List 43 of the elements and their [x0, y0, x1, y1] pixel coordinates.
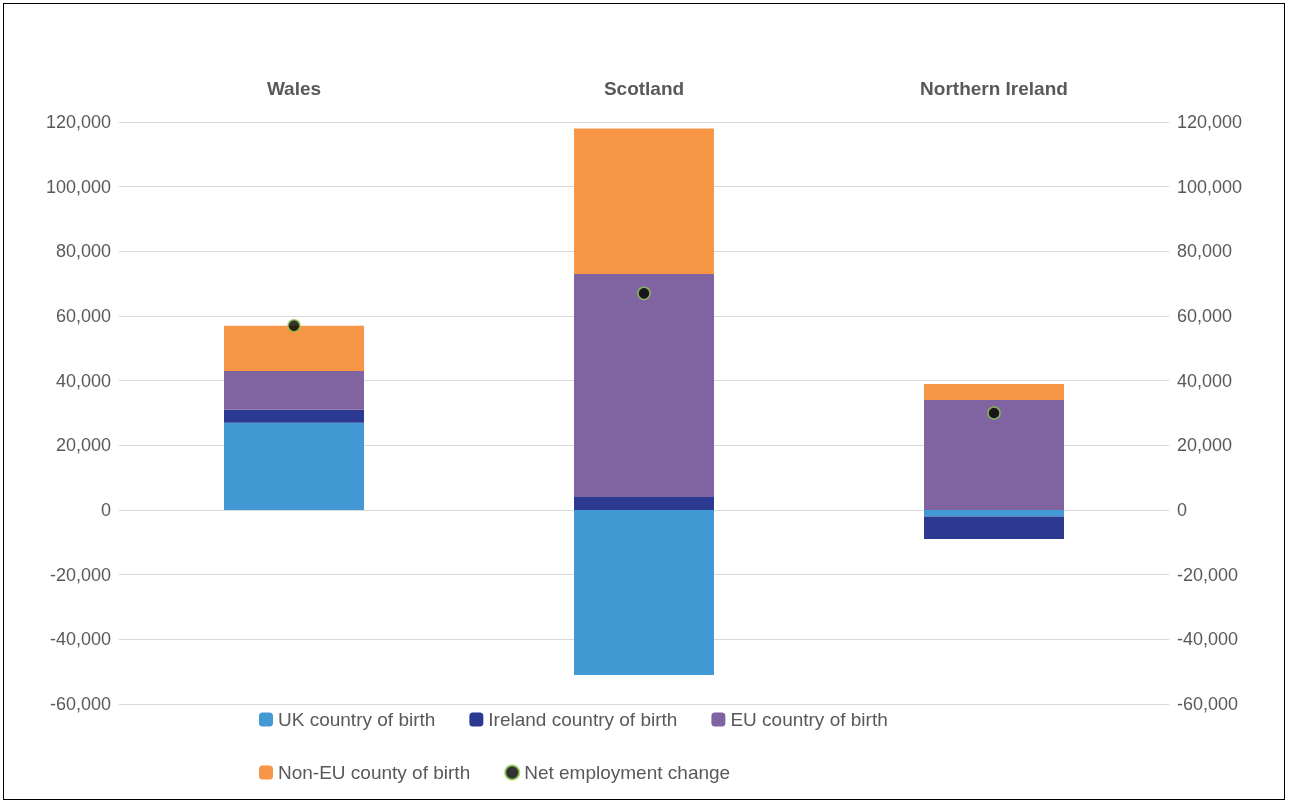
bar — [224, 370, 364, 410]
y-tick-label: 120,000 — [45, 112, 111, 132]
y-tick-label: -40,000 — [49, 629, 111, 650]
bar — [224, 325, 364, 371]
point — [987, 406, 1001, 420]
y2-tick-label: -60,000 — [1177, 694, 1239, 714]
bar — [574, 510, 714, 675]
y2-tick-label: 20,000 — [1177, 435, 1233, 456]
y2-tick-label: 60,000 — [1177, 306, 1233, 326]
y-tick-label: 60,000 — [55, 306, 111, 326]
bar — [224, 409, 364, 423]
bar — [574, 273, 714, 498]
y-tick-label: 0 — [100, 500, 111, 520]
legend-label: Net employment change — [524, 762, 731, 783]
bar — [924, 516, 1064, 540]
y2-tick-label: 120,000 — [1177, 112, 1243, 132]
y-tick-label: 100,000 — [45, 176, 111, 197]
y-tick-label: -20,000 — [49, 564, 111, 585]
bar — [224, 422, 364, 510]
y-tick-label: 40,000 — [55, 370, 111, 391]
point — [637, 286, 651, 301]
y2-tick-label: 40,000 — [1177, 370, 1233, 391]
bar — [574, 497, 714, 510]
bar — [924, 510, 1064, 517]
x-tick-label: Scotland — [603, 78, 685, 99]
point — [287, 318, 301, 333]
bar — [924, 383, 1064, 401]
legend-label: Non-EU county of birth — [278, 762, 471, 783]
bar — [574, 128, 714, 274]
x-tick-label: Northern Ireland — [920, 78, 1068, 99]
y2-tick-label: 80,000 — [1177, 241, 1233, 262]
y-tick-label: 20,000 — [55, 435, 111, 456]
legend-label: UK country of birth — [278, 709, 436, 730]
y-tick-label: 80,000 — [55, 241, 111, 262]
y-tick-label: -60,000 — [49, 694, 111, 714]
legend-label: EU country of birth — [730, 709, 888, 730]
legend-label: Ireland country of birth — [488, 709, 678, 730]
y2-tick-label: 100,000 — [1177, 176, 1243, 197]
y2-tick-label: 0 — [1177, 500, 1188, 520]
bar — [924, 400, 1064, 510]
x-tick-label: Wales — [266, 78, 322, 99]
y2-tick-label: -40,000 — [1177, 629, 1239, 650]
y2-tick-label: -20,000 — [1177, 564, 1239, 585]
